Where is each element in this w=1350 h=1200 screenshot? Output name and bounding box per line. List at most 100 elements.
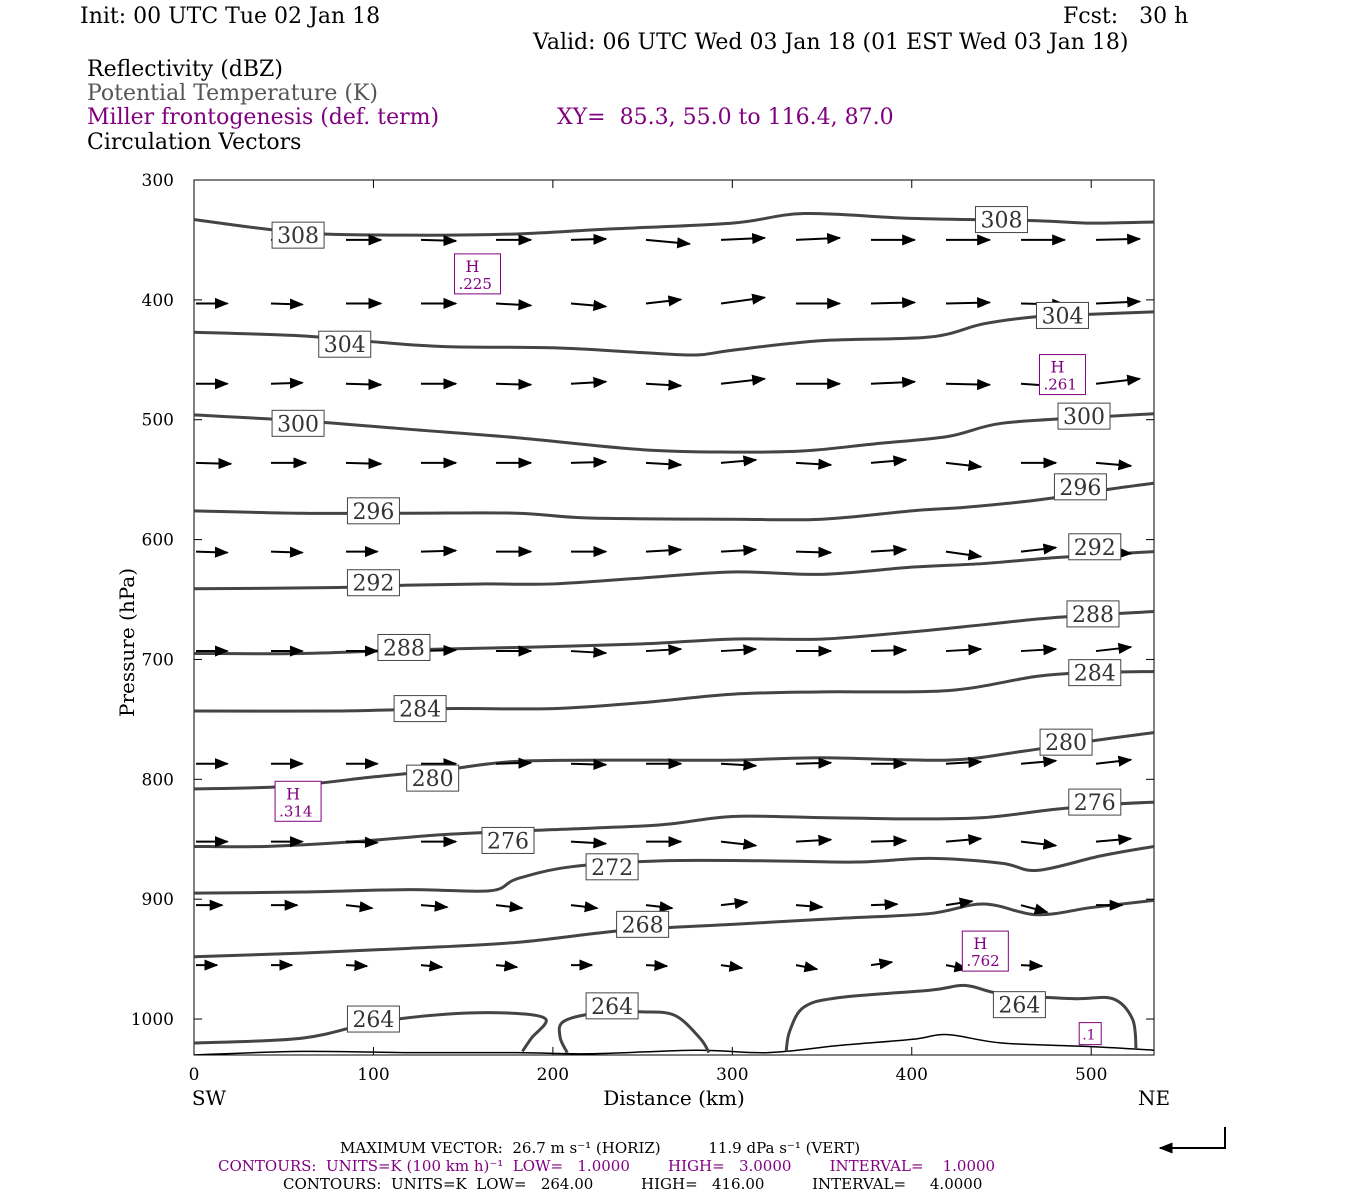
theta-label-box (271, 221, 325, 249)
circulation-vector (795, 458, 833, 470)
circulation-vector (570, 646, 608, 658)
circulation-vector (345, 457, 383, 470)
theta-label: 280 (1045, 731, 1087, 756)
theta-contour-308 (194, 211, 1154, 237)
circulation-vector (870, 644, 908, 657)
frontogenesis-max-symbol: H (973, 934, 987, 953)
theta-label: 304 (324, 333, 366, 358)
theta-label: 288 (1072, 603, 1114, 628)
circulation-vector (945, 644, 983, 656)
frontogenesis-max-box (961, 930, 1009, 972)
theta-label: 308 (980, 209, 1022, 234)
x-tick-label: 300 (716, 1065, 748, 1085)
circulation-vector (195, 457, 233, 470)
theta-contour-264 (194, 1011, 548, 1053)
x-tick-label: 400 (896, 1065, 928, 1085)
circulation-vector (945, 897, 974, 909)
circulation-vector (795, 757, 833, 769)
theta-label-box (481, 826, 535, 854)
circulation-vector (1095, 374, 1142, 386)
circulation-vector (1020, 959, 1044, 972)
circulation-vector (945, 459, 983, 472)
frontogenesis-max-value: .314 (279, 802, 312, 820)
circulation-vector (720, 455, 758, 467)
circulation-vector (570, 233, 608, 245)
circulation-vector (720, 293, 767, 305)
frontogenesis-contour-label: .1 (1082, 1028, 1095, 1044)
y-tick-label: 600 (142, 531, 174, 551)
y-tick-label: 400 (142, 291, 174, 311)
circulation-vector (945, 834, 983, 846)
circulation-vector (1095, 642, 1133, 655)
reference-vector-icon (1158, 1127, 1226, 1154)
circulation-vector (270, 546, 304, 558)
plot-frame (193, 179, 1155, 1056)
theta-label: 300 (277, 412, 319, 437)
theta-label: 264 (998, 994, 1040, 1019)
circulation-vector (195, 546, 229, 558)
theta-label-box (616, 910, 670, 938)
field-vectors: Circulation Vectors (87, 130, 302, 155)
circulation-vector (870, 544, 908, 556)
circulation-vector (570, 376, 608, 389)
y-axis-label: Pressure (hPa) (115, 568, 139, 717)
theta-label-box (1068, 533, 1122, 561)
theta-label-box (1039, 728, 1093, 756)
theta-label-box (974, 206, 1028, 234)
frontogenesis-max-value: .225 (459, 275, 492, 293)
init-time: Init: 00 UTC Tue 02 Jan 18 (80, 4, 381, 29)
circulation-vector (945, 549, 983, 561)
circulation-vector (495, 960, 519, 972)
circulation-vector (720, 544, 758, 556)
circulation-vector (870, 835, 908, 847)
field-frontogenesis: Miller frontogenesis (def. term) (87, 105, 440, 130)
theta-label-box (1057, 402, 1111, 430)
circulation-vector (495, 757, 533, 769)
theta-label: 308 (277, 224, 319, 249)
circulation-vector (795, 232, 842, 245)
circulation-vector (645, 237, 692, 249)
theta-label: 296 (1059, 476, 1101, 501)
theta-label-box (377, 633, 431, 661)
circulation-vector (720, 374, 767, 386)
theta-label: 292 (1074, 536, 1116, 561)
theta-label: 288 (383, 636, 425, 661)
circulation-vector (495, 299, 533, 311)
theta-label-box (271, 409, 325, 437)
theta-label-box (1053, 473, 1107, 501)
theta-label: 264 (591, 995, 633, 1020)
circulation-vector (1095, 459, 1133, 471)
x-axis-label: Distance (km) (603, 1086, 745, 1110)
circulation-vector (795, 834, 833, 846)
circulation-vector (645, 458, 683, 470)
y-tick-label: 500 (142, 411, 174, 431)
contours-theta: CONTOURS: UNITS=K LOW= 264.00 HIGH= 416.… (283, 1175, 983, 1193)
theta-label: 284 (1074, 662, 1116, 687)
circulation-vector (1020, 644, 1058, 656)
theta-label-box (406, 764, 460, 792)
forecast-hour: Fcst: 30 h (1063, 4, 1189, 29)
circulation-vector (795, 900, 824, 912)
circulation-vector (570, 758, 608, 770)
field-theta: Potential Temperature (K) (87, 81, 378, 106)
circulation-vector (270, 298, 304, 310)
circulation-vector (1020, 903, 1049, 915)
circulation-vector (345, 901, 374, 913)
field-reflectivity: Reflectivity (dBZ) (87, 57, 283, 82)
frontogenesis-max-symbol: H (286, 784, 300, 803)
circulation-vector (345, 378, 383, 391)
y-tick-label: 800 (142, 770, 174, 790)
y-tick-label: 300 (142, 171, 174, 191)
x-tick-label: 100 (357, 1065, 389, 1085)
max-vector: MAXIMUM VECTOR: 26.7 m s⁻¹ (HORIZ) 11.9 … (340, 1139, 861, 1157)
circulation-vector (495, 901, 524, 913)
circulation-vector (720, 838, 758, 850)
circulation-vector (945, 378, 992, 391)
theta-contour-276 (194, 800, 1154, 849)
theta-label-box (1068, 788, 1122, 816)
contours-frontogenesis: CONTOURS: UNITS=K (100 km h)⁻¹ LOW= 1.00… (218, 1157, 996, 1175)
circulation-vector (795, 961, 819, 973)
theta-contour-272 (194, 844, 1154, 895)
circulation-vector (870, 958, 894, 970)
circulation-vector (1095, 233, 1142, 245)
